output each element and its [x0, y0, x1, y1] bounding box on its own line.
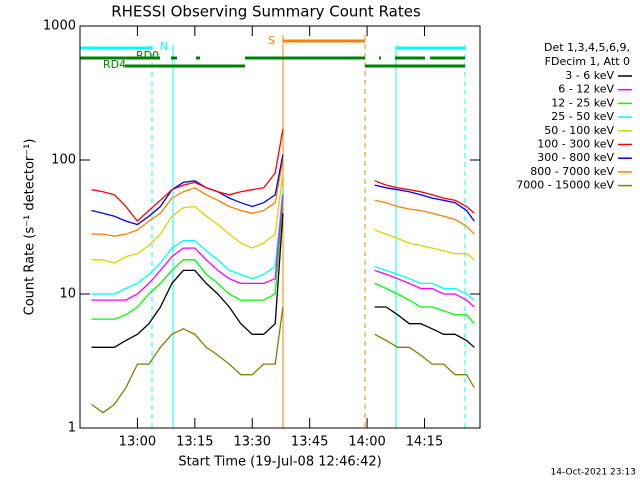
legend-header: FDecim 1, Att 0: [545, 55, 630, 68]
annotation: RD0: [136, 49, 159, 62]
chart-title: RHESSI Observing Summary Count Rates: [111, 3, 421, 21]
legend-label: 12 - 25 keV: [551, 96, 614, 109]
y-tick-label: 100: [51, 153, 76, 168]
x-axis-label: Start Time (19-Jul-08 12:46:42): [178, 455, 381, 470]
series-line: [91, 213, 475, 348]
annotation: N: [160, 40, 168, 53]
legend-label: 6 - 12 keV: [558, 83, 614, 96]
annotation: RD4: [103, 58, 126, 71]
legend-label: 300 - 800 keV: [537, 151, 614, 164]
legend-label: 7000 - 15000 keV: [516, 179, 614, 192]
series-line: [91, 159, 475, 237]
legend-label: 3 - 6 keV: [565, 69, 614, 82]
legend-label: 800 - 7000 keV: [530, 165, 614, 178]
y-tick-label: 1000: [43, 19, 76, 34]
y-tick-label: 1: [68, 421, 76, 436]
series-line: [91, 189, 475, 301]
x-tick-label: 13:00: [119, 435, 156, 450]
y-tick-label: 10: [59, 287, 76, 302]
series-line: [91, 306, 475, 414]
x-tick-label: 13:15: [176, 435, 213, 450]
annotation: S: [268, 34, 275, 47]
plot-frame: [79, 25, 481, 429]
series-line: [91, 194, 475, 308]
series-line: [91, 200, 475, 325]
x-tick-label: 14:00: [348, 435, 385, 450]
legend-label: 25 - 50 keV: [551, 110, 614, 123]
legend-header: Det 1,3,4,5,6,9,: [544, 41, 630, 54]
legend-label: 100 - 300 keV: [537, 138, 614, 151]
footer: 14-Oct-2021 23:13: [551, 468, 636, 478]
x-tick-label: 13:30: [234, 435, 271, 450]
y-axis-label: Count Rate (s⁻¹ detector⁻¹): [23, 139, 38, 316]
series-line: [91, 128, 475, 223]
series-line: [91, 154, 475, 226]
legend-label: 50 - 100 keV: [544, 124, 614, 137]
series-line: [91, 172, 475, 264]
x-tick-label: 13:45: [291, 435, 328, 450]
x-tick-label: 14:15: [406, 435, 443, 450]
